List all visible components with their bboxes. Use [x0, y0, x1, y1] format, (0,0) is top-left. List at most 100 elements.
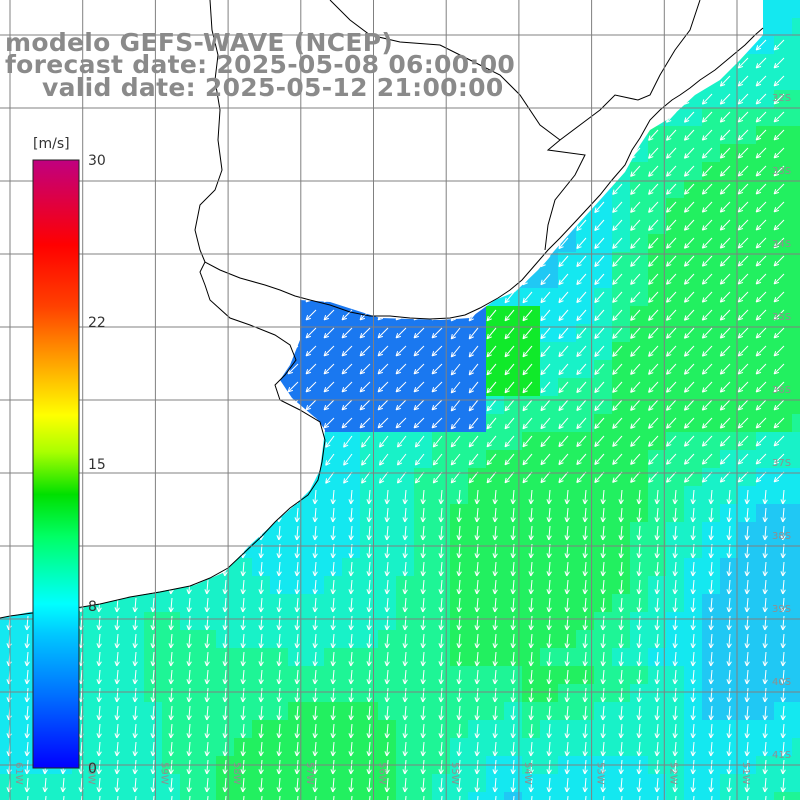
wind-arrow [630, 363, 641, 375]
wind-arrow [540, 309, 551, 322]
wind-arrow [540, 399, 551, 412]
wind-arrow [546, 507, 552, 523]
wind-arrow [648, 399, 659, 411]
wind-arrow [683, 147, 695, 159]
wind-arrow [600, 561, 606, 577]
wind-arrow [744, 633, 750, 649]
latitude-label: 39S [772, 604, 791, 615]
wind-arrow [654, 507, 660, 523]
wind-arrow [420, 705, 426, 721]
wind-arrow [168, 741, 174, 757]
wind-arrow [222, 579, 228, 595]
wind-arrow [510, 777, 516, 793]
latitude-label: 40S [772, 677, 791, 688]
wind-arrow [420, 525, 426, 541]
wind-arrow [279, 795, 281, 800]
wind-arrow [683, 129, 695, 141]
wind-arrow [546, 669, 552, 685]
wind-arrow [666, 417, 677, 429]
wind-arrow [672, 561, 678, 577]
wind-arrow [582, 489, 588, 505]
wind-arrow [312, 759, 318, 775]
wind-arrow [636, 507, 642, 523]
wind-arrow [377, 381, 389, 393]
wind-arrow [600, 507, 606, 523]
wind-arrow [168, 705, 174, 721]
wind-arrow [630, 201, 641, 213]
wind-arrow [366, 759, 372, 775]
wind-arrow [528, 687, 534, 703]
wind-arrow [366, 507, 372, 523]
wind-arrow [240, 777, 246, 793]
longitude-label: 56W [377, 762, 388, 785]
wind-arrow [600, 687, 606, 703]
wind-arrow [708, 561, 714, 577]
wind-arrow [522, 345, 533, 358]
wind-arrow [755, 255, 767, 267]
longitude-label: 58W [231, 762, 242, 785]
wind-arrow [420, 597, 426, 613]
wind-arrow [719, 237, 731, 249]
forecast-date: forecast date: 2025-05-08 06:00:00 [5, 50, 516, 79]
wind-arrow [204, 651, 210, 667]
wind-arrow [359, 417, 371, 429]
wind-arrow [576, 363, 587, 376]
wind-arrow [666, 273, 677, 285]
wind-arrow [450, 381, 461, 394]
wind-arrow [618, 525, 624, 541]
wind-arrow [441, 795, 443, 800]
wind-arrow [576, 345, 587, 358]
wind-arrow [24, 705, 30, 721]
wind-arrow [719, 147, 731, 159]
wind-arrow [582, 687, 588, 703]
wind-arrow [312, 507, 318, 523]
wind-arrow [240, 651, 246, 667]
wind-arrow [63, 795, 65, 800]
wind-arrow [330, 525, 336, 541]
model-title: modelo GEFS-WAVE (NCEP) [5, 28, 394, 57]
wind-arrow [402, 615, 408, 631]
wind-arrow [325, 453, 335, 466]
wind-arrow [204, 777, 210, 793]
wind-arrow [726, 669, 732, 685]
wind-arrow [348, 687, 354, 703]
wind-arrow [402, 777, 408, 793]
wind-arrow [294, 741, 300, 757]
wind-arrow [27, 795, 29, 800]
wind-arrow [258, 759, 264, 775]
wind-arrow [341, 417, 353, 429]
wind-arrow [510, 687, 516, 703]
wind-arrow [24, 777, 30, 793]
wind-arrow [666, 345, 677, 357]
wind-arrow [708, 579, 714, 595]
wind-arrow [744, 507, 750, 523]
wind-arrow [708, 777, 714, 793]
wind-arrow [438, 777, 444, 793]
wind-arrow [240, 633, 246, 649]
wind-arrow [708, 633, 714, 649]
wind-arrow [204, 579, 210, 595]
wind-arrow [564, 561, 570, 577]
wind-arrow [510, 489, 516, 505]
wind-arrow [683, 111, 695, 123]
wind-arrow [504, 327, 515, 340]
wind-arrow [546, 705, 552, 721]
wind-arrow [240, 669, 246, 685]
wind-arrow [528, 561, 534, 577]
wind-arrow [45, 795, 47, 800]
wind-arrow [701, 219, 713, 231]
wind-arrow [348, 561, 354, 577]
wind-arrow [24, 633, 30, 649]
wind-arrow [402, 489, 408, 505]
wind-arrow [132, 669, 138, 685]
wind-arrow [737, 381, 749, 393]
wind-arrow [576, 273, 587, 286]
wind-arrow [773, 345, 785, 357]
wind-arrow [504, 417, 515, 430]
wind-arrow [648, 417, 659, 429]
wind-arrow [456, 615, 462, 631]
wind-arrow [359, 399, 371, 411]
wind-arrow [666, 201, 677, 213]
wind-arrow [432, 435, 443, 448]
wind-arrow [666, 147, 677, 159]
